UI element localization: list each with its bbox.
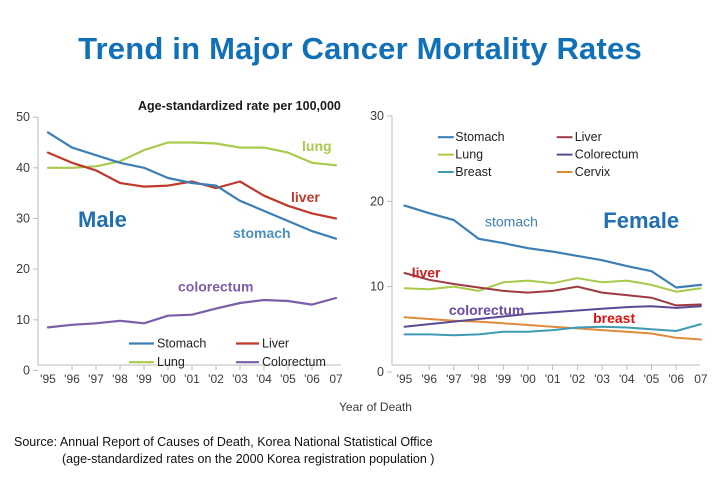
svg-text:10: 10 bbox=[16, 313, 30, 327]
svg-text:Male: Male bbox=[78, 207, 127, 232]
svg-text:'01: '01 bbox=[545, 372, 561, 386]
svg-text:'05: '05 bbox=[644, 372, 660, 386]
svg-text:'04: '04 bbox=[619, 372, 635, 386]
svg-text:'02: '02 bbox=[570, 372, 586, 386]
svg-text:Colorectum: Colorectum bbox=[262, 355, 326, 369]
svg-text:'96: '96 bbox=[64, 372, 80, 386]
svg-text:'95: '95 bbox=[397, 372, 413, 386]
svg-text:Stomach: Stomach bbox=[455, 130, 504, 144]
svg-text:'00: '00 bbox=[160, 372, 176, 386]
svg-text:'99: '99 bbox=[136, 372, 152, 386]
svg-text:'99: '99 bbox=[495, 372, 511, 386]
svg-text:'02: '02 bbox=[208, 372, 224, 386]
svg-text:Stomach: Stomach bbox=[157, 337, 206, 351]
svg-text:Liver: Liver bbox=[262, 337, 289, 351]
svg-text:lung: lung bbox=[302, 138, 332, 154]
svg-text:Female: Female bbox=[603, 208, 679, 233]
svg-text:Liver: Liver bbox=[575, 130, 602, 144]
svg-text:'05: '05 bbox=[280, 372, 296, 386]
svg-text:0: 0 bbox=[23, 363, 30, 377]
svg-text:Lung: Lung bbox=[455, 148, 483, 162]
svg-text:'03: '03 bbox=[594, 372, 610, 386]
svg-text:'03: '03 bbox=[232, 372, 248, 386]
svg-text:07: 07 bbox=[329, 372, 343, 386]
svg-text:colorectum: colorectum bbox=[449, 302, 524, 318]
svg-text:Colorectum: Colorectum bbox=[575, 148, 639, 162]
svg-text:40: 40 bbox=[16, 161, 30, 175]
svg-text:'04: '04 bbox=[256, 372, 272, 386]
svg-text:breast: breast bbox=[593, 310, 635, 326]
svg-text:30: 30 bbox=[370, 109, 384, 123]
svg-text:'96: '96 bbox=[421, 372, 437, 386]
svg-text:30: 30 bbox=[16, 212, 30, 226]
svg-text:10: 10 bbox=[370, 280, 384, 294]
svg-text:'06: '06 bbox=[304, 372, 320, 386]
svg-text:'01: '01 bbox=[184, 372, 200, 386]
svg-text:07: 07 bbox=[694, 372, 708, 386]
svg-text:liver: liver bbox=[291, 189, 320, 205]
svg-text:colorectum: colorectum bbox=[178, 279, 253, 295]
svg-text:liver: liver bbox=[412, 265, 441, 281]
svg-text:'97: '97 bbox=[446, 372, 462, 386]
svg-text:Breast: Breast bbox=[455, 165, 492, 179]
svg-text:'00: '00 bbox=[520, 372, 536, 386]
svg-text:'06: '06 bbox=[668, 372, 684, 386]
svg-text:50: 50 bbox=[16, 110, 30, 124]
svg-text:'98: '98 bbox=[471, 372, 487, 386]
svg-text:Lung: Lung bbox=[157, 355, 185, 369]
svg-text:20: 20 bbox=[370, 194, 384, 208]
svg-text:'97: '97 bbox=[88, 372, 104, 386]
svg-text:'95: '95 bbox=[40, 372, 56, 386]
svg-text:Cervix: Cervix bbox=[575, 165, 611, 179]
svg-text:20: 20 bbox=[16, 262, 30, 276]
svg-text:stomach: stomach bbox=[485, 213, 538, 229]
svg-text:0: 0 bbox=[377, 365, 384, 379]
svg-text:'98: '98 bbox=[112, 372, 128, 386]
svg-text:stomach: stomach bbox=[233, 225, 291, 241]
